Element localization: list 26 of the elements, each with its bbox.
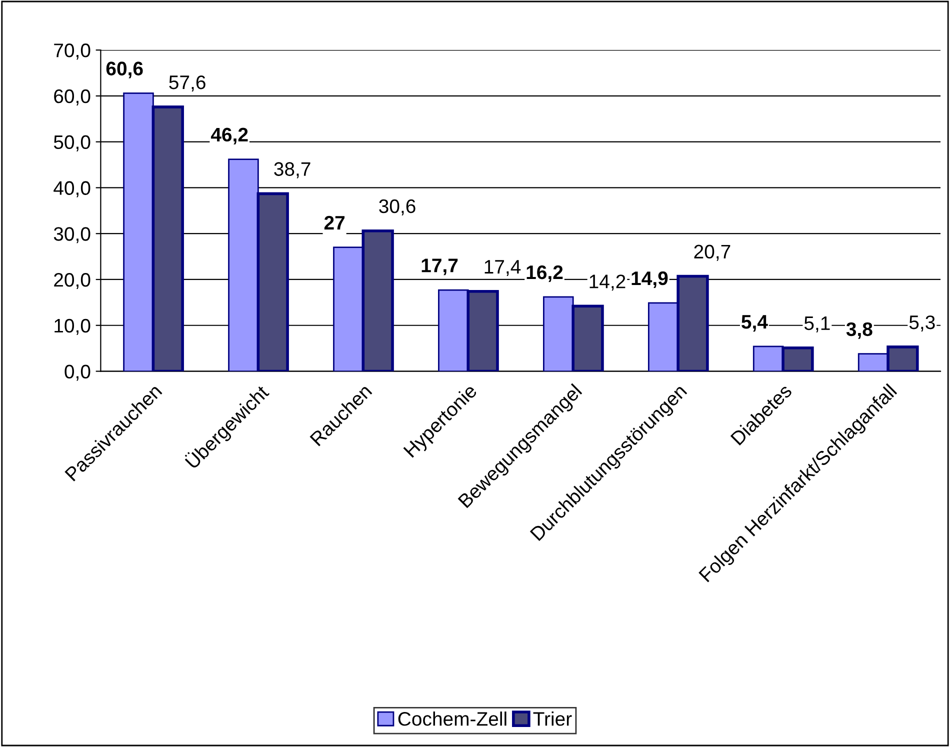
- legend-label: Trier: [533, 712, 572, 726]
- data-label: 20,7: [694, 244, 730, 261]
- data-label: 5,4: [742, 315, 768, 332]
- y-tick-label: 30,0: [54, 227, 90, 244]
- y-tick-label: 10,0: [54, 318, 90, 335]
- data-label: 30,6: [379, 199, 416, 216]
- legend-label: Cochem-Zell: [398, 712, 506, 726]
- data-label: 3,8: [846, 322, 872, 339]
- data-label: 14,2: [590, 274, 626, 291]
- data-label: 17,4: [484, 260, 521, 276]
- data-label: 5,3: [909, 315, 935, 332]
- data-label: 14,9: [632, 271, 668, 288]
- data-label: 5,1: [804, 316, 830, 332]
- data-label: 16,2: [526, 265, 563, 282]
- data-label: 60,6: [106, 62, 143, 78]
- y-tick-label: 50,0: [54, 135, 90, 152]
- y-tick-label: 0,0: [64, 364, 90, 381]
- y-tick-label: 20,0: [54, 272, 90, 290]
- y-tick-label: 40,0: [54, 181, 90, 198]
- data-label: 17,7: [422, 258, 458, 276]
- data-label: 38,7: [274, 162, 310, 178]
- y-tick-label: 70,0: [54, 44, 90, 60]
- data-label: 46,2: [210, 128, 248, 144]
- y-tick-label: 60,0: [54, 89, 90, 106]
- data-label: 27: [324, 216, 345, 230]
- data-label: 57,6: [169, 75, 206, 92]
